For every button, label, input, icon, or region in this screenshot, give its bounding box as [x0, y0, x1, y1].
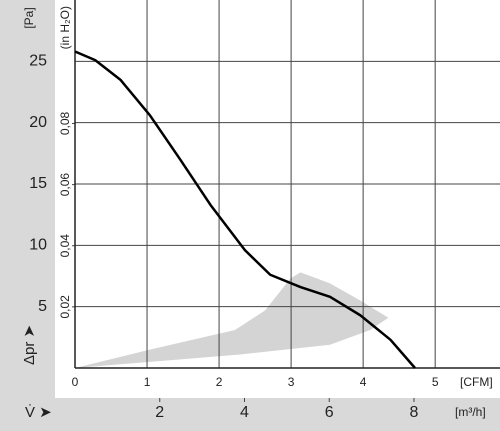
x-tick-label: 3	[288, 375, 295, 389]
x2-unit: [m³/h]	[455, 405, 486, 419]
y-tick-label: 10	[29, 237, 47, 254]
x-tick-label: 5	[432, 375, 439, 389]
y-label: Δpr ➤	[21, 325, 38, 365]
x2-tick-label: 6	[325, 404, 334, 421]
x-tick-label: 0	[72, 375, 79, 389]
y2-tick-label: 0,04	[58, 234, 72, 258]
x2-tick-label: 2	[155, 404, 164, 421]
x2-label: V̇ ➤	[25, 404, 52, 421]
x2-tick-label: 8	[410, 404, 419, 421]
y-unit: [Pa]	[22, 7, 36, 28]
y-tick-label: 5	[38, 298, 47, 315]
bottom-band	[0, 398, 500, 431]
y2-unit: (in H₂O)	[58, 6, 72, 49]
curve	[74, 50, 416, 369]
x-tick-label: 2	[216, 375, 223, 389]
region	[75, 272, 389, 368]
y2-tick-label: 0,06	[58, 173, 72, 197]
y-tick-label: 20	[29, 114, 47, 131]
x-tick-label: 4	[360, 375, 367, 389]
y2-tick-label: 0,02	[58, 295, 72, 319]
y-tick-label: 15	[29, 175, 47, 192]
x-unit: [CFM]	[460, 375, 493, 389]
x-tick-label: 1	[144, 375, 151, 389]
y-tick-label: 25	[29, 53, 47, 70]
y2-tick-label: 0,08	[58, 111, 72, 135]
left-band	[0, 0, 55, 431]
x2-tick-label: 4	[240, 404, 249, 421]
